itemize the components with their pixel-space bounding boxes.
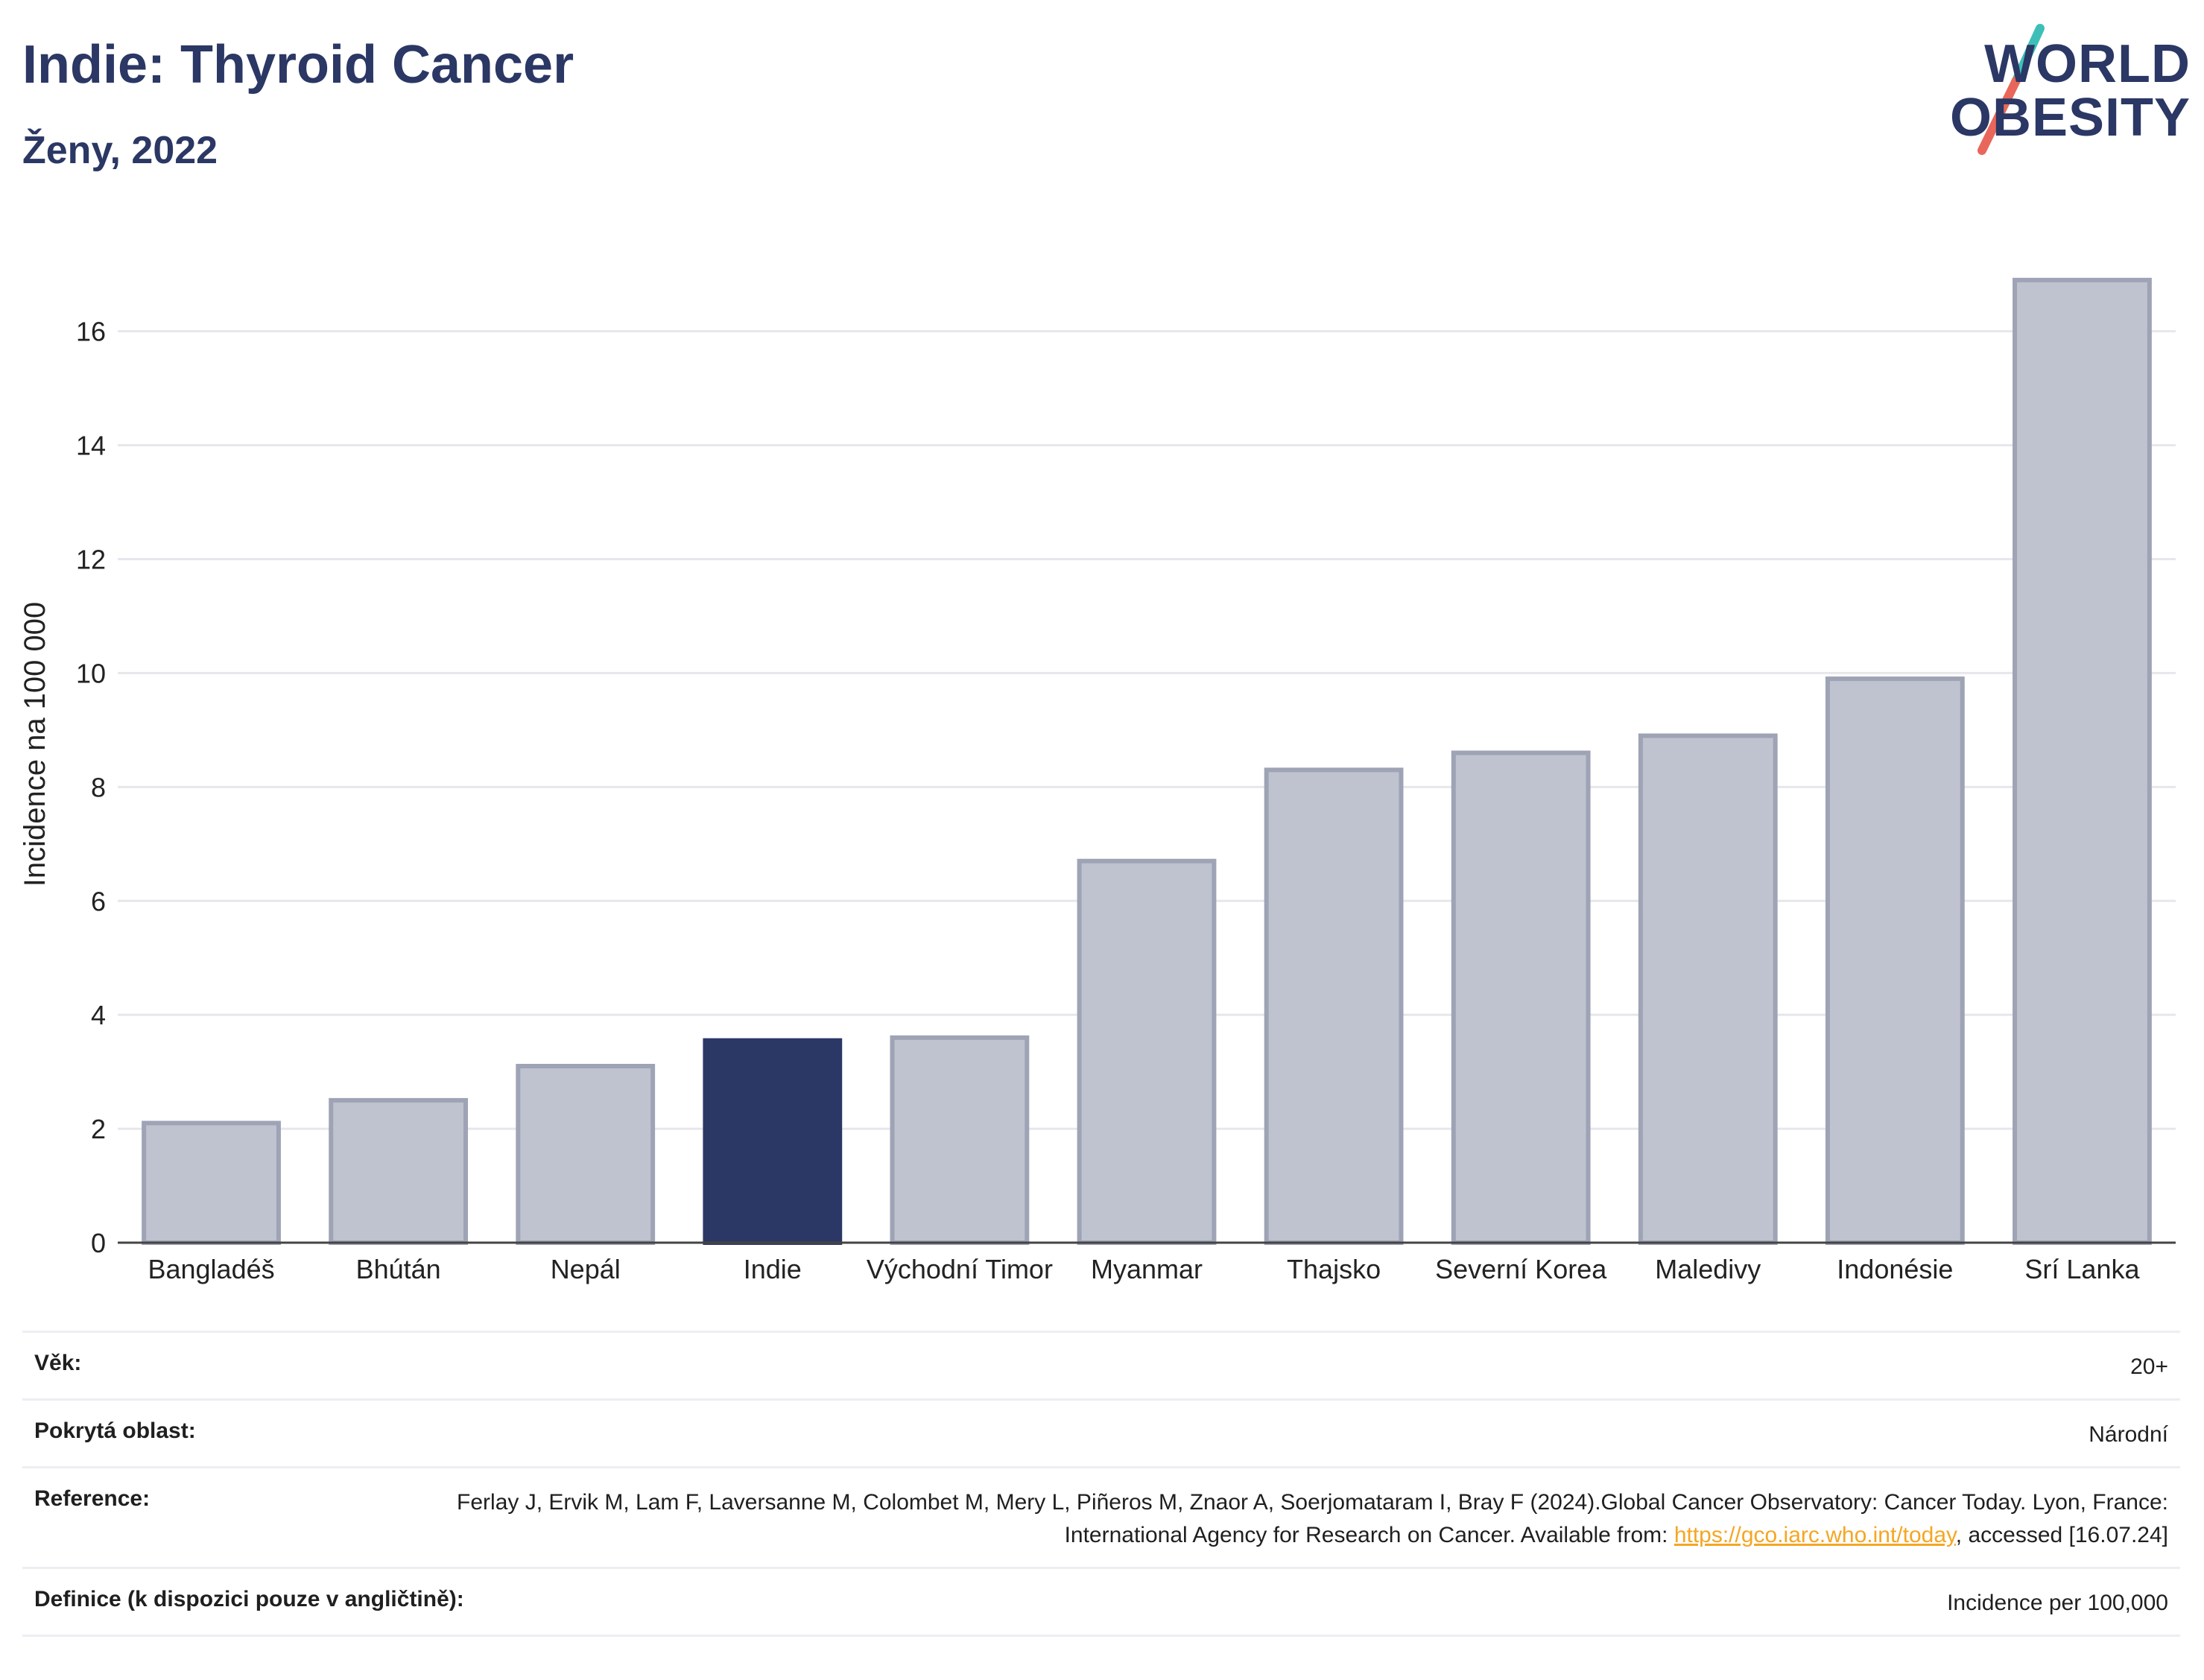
bar — [1264, 767, 1404, 1246]
y-tick-label: 2 — [91, 1114, 106, 1144]
bar — [703, 1038, 843, 1245]
x-tick-label: Severní Korea — [1435, 1254, 1607, 1284]
chart-subtitle: Ženy, 2022 — [22, 129, 218, 172]
reference-link[interactable]: https://gco.iarc.who.int/today — [1673, 1523, 1956, 1547]
logo-text-world: WORLD — [1984, 34, 2191, 94]
logo-slash-icon — [1977, 24, 2045, 155]
bar — [1077, 858, 1217, 1246]
x-tick-label: Východní Timor — [867, 1254, 1053, 1284]
y-tick-label: 4 — [91, 1000, 106, 1030]
meta-label: Věk: — [34, 1351, 82, 1375]
x-tick-label: Maledivy — [1655, 1254, 1761, 1284]
y-tick-label: 0 — [91, 1228, 106, 1258]
metadata-table: Věk: 20+ Pokrytá oblast: Národní Referen… — [22, 1331, 2180, 1637]
meta-label: Reference: — [34, 1486, 151, 1511]
y-tick-label: 16 — [76, 317, 106, 347]
x-tick-label: Nepál — [551, 1254, 621, 1284]
meta-value: 20+ — [2130, 1354, 2168, 1379]
bar — [1638, 733, 1778, 1245]
world-obesity-logo: WORLD OBESITY — [1945, 22, 2191, 156]
reference-text: Ferlay J, Ervik M, Lam F, Laversanne M, … — [457, 1490, 2168, 1547]
x-tick-label: Srí Lanka — [2024, 1254, 2140, 1284]
meta-value: Incidence per 100,000 — [1947, 1591, 2168, 1615]
bar-chart: 0 2 4 6 8 10 12 14 16 Bangladéš Bhútán Nepál Indie Vý… — [19, 277, 2176, 1284]
meta-value: Ferlay J, Ervik M, Lam F, Laversanne M, … — [455, 1486, 2168, 1552]
meta-row-definition: Definice (k dispozici pouze v angličtině… — [22, 1567, 2180, 1637]
meta-label: Pokrytá oblast: — [34, 1419, 196, 1443]
bar — [516, 1063, 656, 1246]
x-tick-label: Bhútán — [356, 1254, 441, 1284]
y-tick-label: 8 — [91, 772, 106, 802]
x-tick-label: Indie — [744, 1254, 802, 1284]
bar — [890, 1035, 1030, 1245]
bar — [329, 1097, 469, 1246]
x-tick-label: Myanmar — [1091, 1254, 1203, 1284]
y-tick-label: 6 — [91, 886, 106, 916]
y-axis-title: Incidence na 100 000 — [19, 602, 51, 887]
bar — [1451, 750, 1591, 1245]
y-tick-label: 10 — [76, 658, 106, 688]
meta-value: Národní — [2089, 1422, 2168, 1447]
reference-accessed: , accessed [16.07.24] — [1955, 1523, 2168, 1547]
y-tick-label: 14 — [76, 431, 106, 461]
bar — [2013, 277, 2152, 1246]
bar — [142, 1120, 281, 1245]
bar — [1825, 676, 1965, 1245]
x-tick-label: Indonésie — [1837, 1254, 1953, 1284]
meta-label: Definice (k dispozici pouze v angličtině… — [34, 1587, 464, 1611]
x-tick-label: Bangladéš — [148, 1254, 274, 1284]
y-tick-label: 12 — [76, 545, 106, 575]
x-tick-label: Thajsko — [1287, 1254, 1381, 1284]
logo-text-obesity: OBESITY — [1949, 88, 2191, 148]
meta-row-coverage: Pokrytá oblast: Národní — [22, 1398, 2180, 1466]
meta-row-age: Věk: 20+ — [22, 1331, 2180, 1398]
meta-row-reference: Reference: Ferlay J, Ervik M, Lam F, Lav… — [22, 1466, 2180, 1567]
chart-title: Indie: Thyroid Cancer — [22, 35, 574, 95]
